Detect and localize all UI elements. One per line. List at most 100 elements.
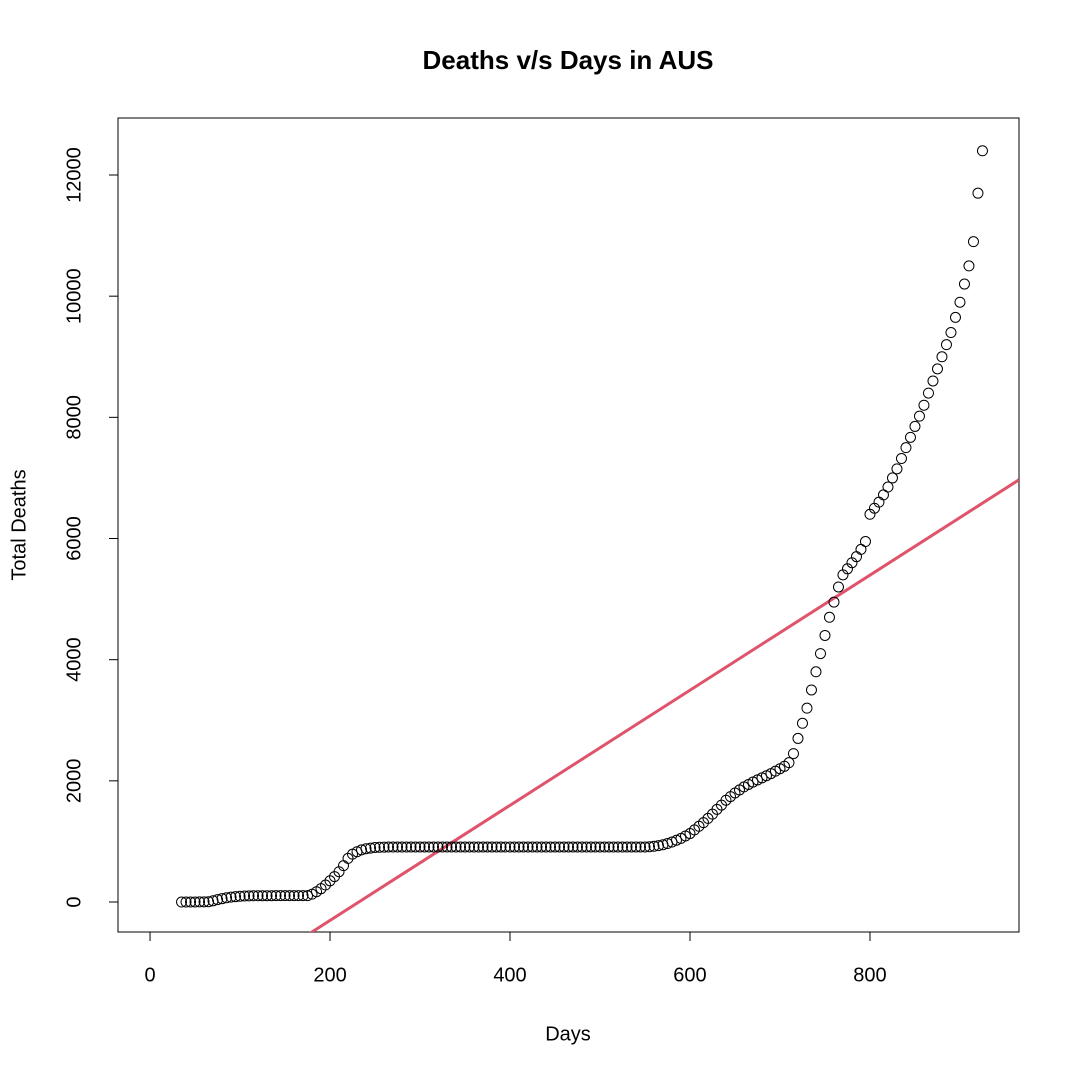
data-point: [180, 896, 192, 908]
data-point: [904, 431, 916, 443]
data-point: [491, 841, 503, 853]
data-point: [383, 841, 395, 853]
data-point: [783, 757, 795, 769]
data-point: [464, 841, 476, 853]
data-point: [288, 890, 300, 902]
data-point: [392, 841, 404, 853]
data-point: [598, 841, 610, 853]
x-tick-label: 200: [313, 964, 346, 986]
data-point: [536, 841, 548, 853]
data-point: [931, 363, 943, 375]
y-tick-label: 12000: [63, 147, 85, 203]
data-point: [405, 841, 417, 853]
x-tick-label: 800: [853, 964, 886, 986]
data-point: [639, 841, 651, 853]
data-point: [518, 841, 530, 853]
data-point: [230, 891, 242, 903]
data-point: [801, 702, 813, 714]
data-point: [513, 841, 525, 853]
data-point: [963, 260, 975, 272]
data-point: [643, 841, 655, 853]
data-point: [387, 841, 399, 853]
data-point: [913, 410, 925, 422]
data-point: [477, 841, 489, 853]
data-point: [954, 296, 966, 308]
data-point: [356, 844, 368, 856]
chart-title: Deaths v/s Days in AUS: [423, 45, 714, 75]
y-tick-label: 0: [63, 896, 85, 907]
data-point: [972, 187, 984, 199]
data-point: [603, 841, 615, 853]
data-point: [504, 841, 516, 853]
data-point: [616, 841, 628, 853]
data-point: [558, 841, 570, 853]
data-point: [936, 351, 948, 363]
data-point: [482, 841, 494, 853]
data-point: [630, 841, 642, 853]
data-point: [895, 453, 907, 465]
data-point: [634, 841, 646, 853]
data-point: [468, 841, 480, 853]
data-point: [792, 732, 804, 744]
data-point: [882, 481, 894, 493]
data-point: [428, 841, 440, 853]
data-point: [261, 890, 273, 902]
data-point: [918, 399, 930, 411]
data-point: [576, 841, 588, 853]
y-tick-label: 10000: [63, 268, 85, 324]
data-point: [252, 890, 264, 902]
data-point: [540, 841, 552, 853]
plot-area: [309, 478, 1019, 932]
data-point: [819, 629, 831, 641]
y-tick-label: 4000: [63, 637, 85, 682]
data-point: [814, 648, 826, 660]
data-point: [198, 896, 210, 908]
data-point: [194, 896, 206, 908]
data-point: [410, 841, 422, 853]
y-axis-label: Total Deaths: [8, 469, 30, 580]
data-point: [594, 841, 606, 853]
data-point: [625, 841, 637, 853]
data-point: [459, 841, 471, 853]
data-point: [527, 841, 539, 853]
data-point: [810, 666, 822, 678]
data-point: [185, 896, 197, 908]
data-point: [473, 841, 485, 853]
x-tick-label: 400: [493, 964, 526, 986]
x-axis-label: Days: [545, 1023, 591, 1045]
data-point: [401, 841, 413, 853]
data-point: [248, 890, 260, 902]
data-point: [369, 841, 381, 853]
data-point: [419, 841, 431, 853]
data-point: [414, 841, 426, 853]
data-point: [365, 842, 377, 854]
data-point: [589, 841, 601, 853]
data-point: [621, 841, 633, 853]
data-point: [302, 890, 314, 902]
data-point: [805, 684, 817, 696]
data-point: [378, 841, 390, 853]
data-point: [279, 890, 291, 902]
data-point: [360, 843, 372, 855]
data-point: [189, 896, 201, 908]
data-point: [221, 892, 233, 904]
data-point: [297, 890, 309, 902]
data-point: [567, 841, 579, 853]
y-tick-label: 6000: [63, 516, 85, 561]
data-point: [670, 834, 682, 846]
data-point: [832, 581, 844, 593]
data-point: [266, 890, 278, 902]
data-point: [877, 489, 889, 501]
data-point: [612, 841, 624, 853]
data-point: [580, 841, 592, 853]
data-point: [549, 841, 561, 853]
x-tick-label: 0: [144, 964, 155, 986]
data-point: [455, 841, 467, 853]
data-point: [823, 611, 835, 623]
data-point: [967, 236, 979, 248]
x-tick-label: 600: [673, 964, 706, 986]
data-point: [859, 536, 871, 548]
data-point: [270, 890, 282, 902]
data-point: [900, 442, 912, 454]
